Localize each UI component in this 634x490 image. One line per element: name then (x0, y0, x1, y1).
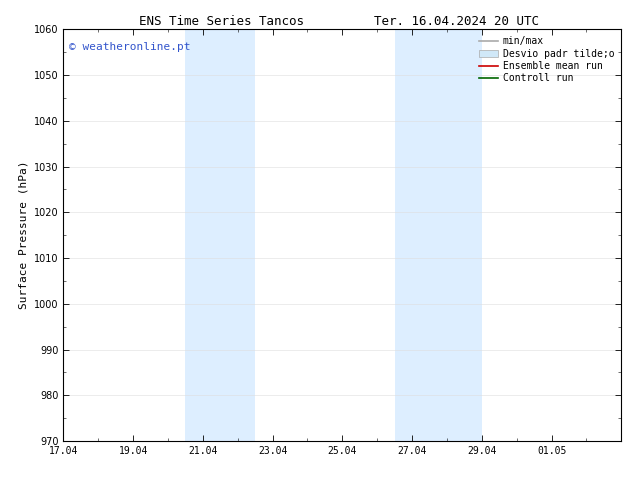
Y-axis label: Surface Pressure (hPa): Surface Pressure (hPa) (18, 161, 29, 310)
Text: © weatheronline.pt: © weatheronline.pt (69, 42, 190, 52)
Bar (394, 29, 482, 441)
Legend: min/max, Desvio padr tilde;o, Ensemble mean run, Controll run: min/max, Desvio padr tilde;o, Ensemble m… (477, 34, 616, 85)
Bar (185, 29, 255, 441)
Text: ENS Time Series Tancos: ENS Time Series Tancos (139, 15, 304, 28)
Text: Ter. 16.04.2024 20 UTC: Ter. 16.04.2024 20 UTC (374, 15, 539, 28)
